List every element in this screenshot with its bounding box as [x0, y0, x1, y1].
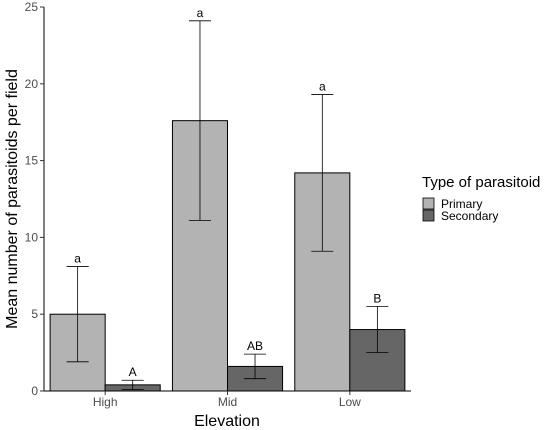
significance-label: a [74, 252, 81, 266]
significance-label: a [197, 6, 204, 20]
y-tick-label: 25 [25, 0, 39, 14]
x-axis-title: Elevation [194, 413, 260, 430]
x-tick-label: Low [339, 395, 361, 409]
x-tick-label: Mid [218, 395, 237, 409]
legend-label: Primary [441, 197, 482, 211]
significance-label: AB [247, 339, 263, 353]
y-axis-title: Mean number of parasitoids per field [4, 69, 21, 329]
x-tick-label: High [93, 395, 118, 409]
y-tick-label: 0 [31, 384, 38, 398]
significance-label: B [373, 292, 381, 306]
y-tick-label: 20 [25, 77, 39, 91]
y-tick-label: 5 [31, 307, 38, 321]
x-axis: High Mid Low [44, 390, 411, 409]
legend-swatch [422, 197, 435, 210]
legend-title: Type of parasitoid [422, 174, 540, 191]
y-tick-label: 10 [25, 230, 39, 244]
legend-label: Secondary [441, 209, 498, 223]
y-tick-label: 15 [25, 154, 39, 168]
significance-label: A [129, 365, 137, 379]
y-axis: 0 5 10 15 20 25 [25, 0, 45, 398]
plot-area: a a a A AB B [49, 6, 406, 392]
legend-swatch [422, 209, 435, 222]
significance-label: a [319, 80, 326, 94]
